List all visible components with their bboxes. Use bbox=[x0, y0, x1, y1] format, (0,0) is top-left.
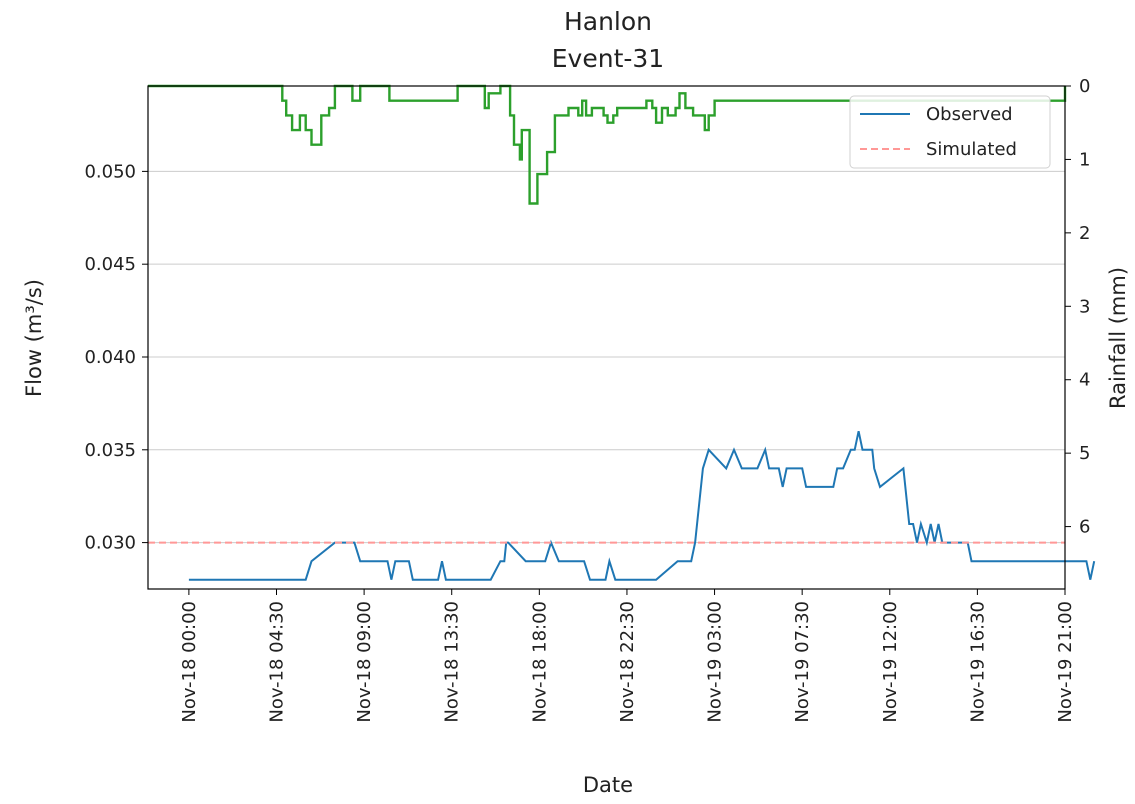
series-layer bbox=[148, 84, 1096, 581]
y2-tick-label-2: 2 bbox=[1079, 223, 1090, 244]
x-tick-label-9: Nov-19 16:30 bbox=[967, 601, 988, 723]
x-tick-label-7: Nov-19 07:30 bbox=[792, 601, 813, 723]
plot-frame bbox=[147, 85, 1066, 590]
x-tick-label-5: Nov-18 22:30 bbox=[617, 601, 638, 723]
x-tick-label-2: Nov-18 09:00 bbox=[354, 601, 375, 723]
y-tick-label-0: 0.030 bbox=[84, 533, 136, 554]
y2-tick-label-6: 6 bbox=[1079, 517, 1090, 538]
x-axis-label: Date bbox=[583, 773, 633, 797]
y-axis-label: Flow (m³/s) bbox=[22, 279, 46, 397]
y2-tick-label-3: 3 bbox=[1079, 296, 1090, 317]
x-tick-label-10: Nov-19 21:00 bbox=[1055, 601, 1076, 723]
y-tick-label-3: 0.045 bbox=[84, 254, 136, 275]
y2-tick-label-0: 0 bbox=[1079, 76, 1090, 97]
chart-title: Hanlon bbox=[564, 7, 652, 36]
series-observed-line bbox=[188, 430, 1096, 581]
legend: Observed Simulated bbox=[849, 95, 1051, 169]
x-tick-label-1: Nov-18 04:30 bbox=[266, 601, 287, 723]
legend-label-simulated: Simulated bbox=[926, 139, 1017, 160]
grid-lines bbox=[148, 170, 1065, 544]
chart-subtitle: Event-31 bbox=[552, 44, 664, 73]
legend-label-observed: Observed bbox=[926, 104, 1013, 125]
y-tick-label-2: 0.040 bbox=[84, 347, 136, 368]
y2-axis-label: Rainfall (mm) bbox=[1106, 267, 1130, 409]
x-tick-label-8: Nov-19 12:00 bbox=[880, 601, 901, 723]
x-tick-label-3: Nov-18 13:30 bbox=[442, 601, 463, 723]
y2-tick-label-4: 4 bbox=[1079, 370, 1090, 391]
x-axis-ticks: Nov-18 00:00 Nov-18 04:30 Nov-18 09:00 Nov-… bbox=[179, 589, 1076, 723]
y2-tick-label-5: 5 bbox=[1079, 443, 1090, 464]
y2-tick-label-1: 1 bbox=[1079, 149, 1090, 170]
x-tick-label-6: Nov-19 03:00 bbox=[705, 601, 726, 723]
x-tick-label-4: Nov-18 18:00 bbox=[529, 601, 550, 723]
y-tick-label-4: 0.050 bbox=[84, 161, 136, 182]
series-rainfall-line bbox=[148, 84, 1067, 205]
y-axis-ticks: 0.030 0.035 0.040 0.045 0.050 bbox=[84, 161, 148, 554]
y-tick-label-1: 0.035 bbox=[84, 440, 136, 461]
x-tick-label-0: Nov-18 00:00 bbox=[179, 601, 200, 723]
y2-axis-ticks: 0 1 2 3 4 5 6 bbox=[1065, 76, 1090, 538]
